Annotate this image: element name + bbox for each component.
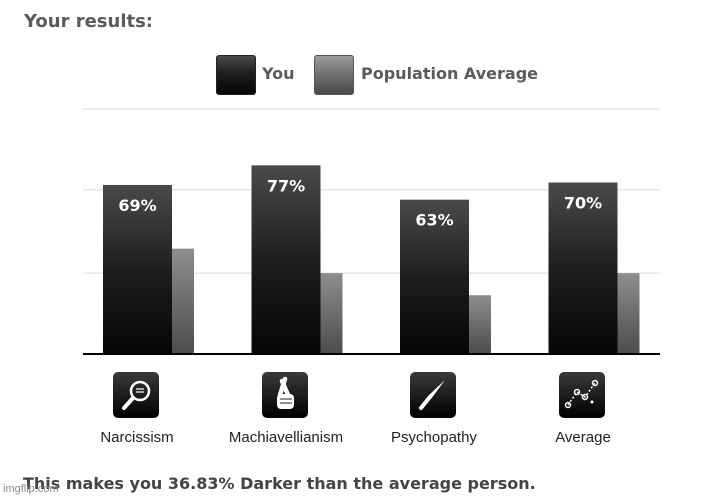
watermark: imgflip.com xyxy=(3,483,59,495)
category-label-narcissism: Narcissism xyxy=(100,429,174,446)
legend-swatch-population xyxy=(314,55,354,95)
results-heading: Your results: xyxy=(24,11,154,32)
chart-bars xyxy=(103,165,640,354)
magnifying-glass-icon xyxy=(113,372,159,418)
bar-label-narcissism: 69% xyxy=(118,196,156,215)
category-label-psychopathy: Psychopathy xyxy=(391,429,477,446)
bar-label-average: 70% xyxy=(564,194,602,213)
bar-population-average xyxy=(616,273,640,354)
bar-label-machiavellianism: 77% xyxy=(267,176,305,195)
bar-population-narcissism xyxy=(171,248,194,354)
bar-label-psychopathy: 63% xyxy=(415,211,453,230)
bar-chart: 69% 77% 63% 70% xyxy=(83,108,660,355)
knife-icon xyxy=(410,372,456,418)
bar-you-narcissism xyxy=(103,184,172,354)
result-summary: This makes you 36.83% Darker than the av… xyxy=(23,474,536,493)
bar-population-machiavellianism xyxy=(319,273,343,354)
bar-you-psychopathy xyxy=(400,199,469,354)
chart-bar-labels: 69% 77% 63% 70% xyxy=(118,176,602,229)
legend-label-you: You xyxy=(262,64,295,83)
bar-you-average xyxy=(548,182,618,354)
legend-label-population: Population Average xyxy=(361,64,539,83)
crossed-fingers-icon xyxy=(262,372,308,418)
category-label-machiavellianism: Machiavellianism xyxy=(228,429,344,446)
scatter-plot-icon xyxy=(559,372,605,418)
legend-swatch-you xyxy=(216,55,256,95)
bar-population-psychopathy xyxy=(468,295,491,354)
bar-you-machiavellianism xyxy=(251,165,321,354)
category-label-average: Average xyxy=(555,429,611,446)
